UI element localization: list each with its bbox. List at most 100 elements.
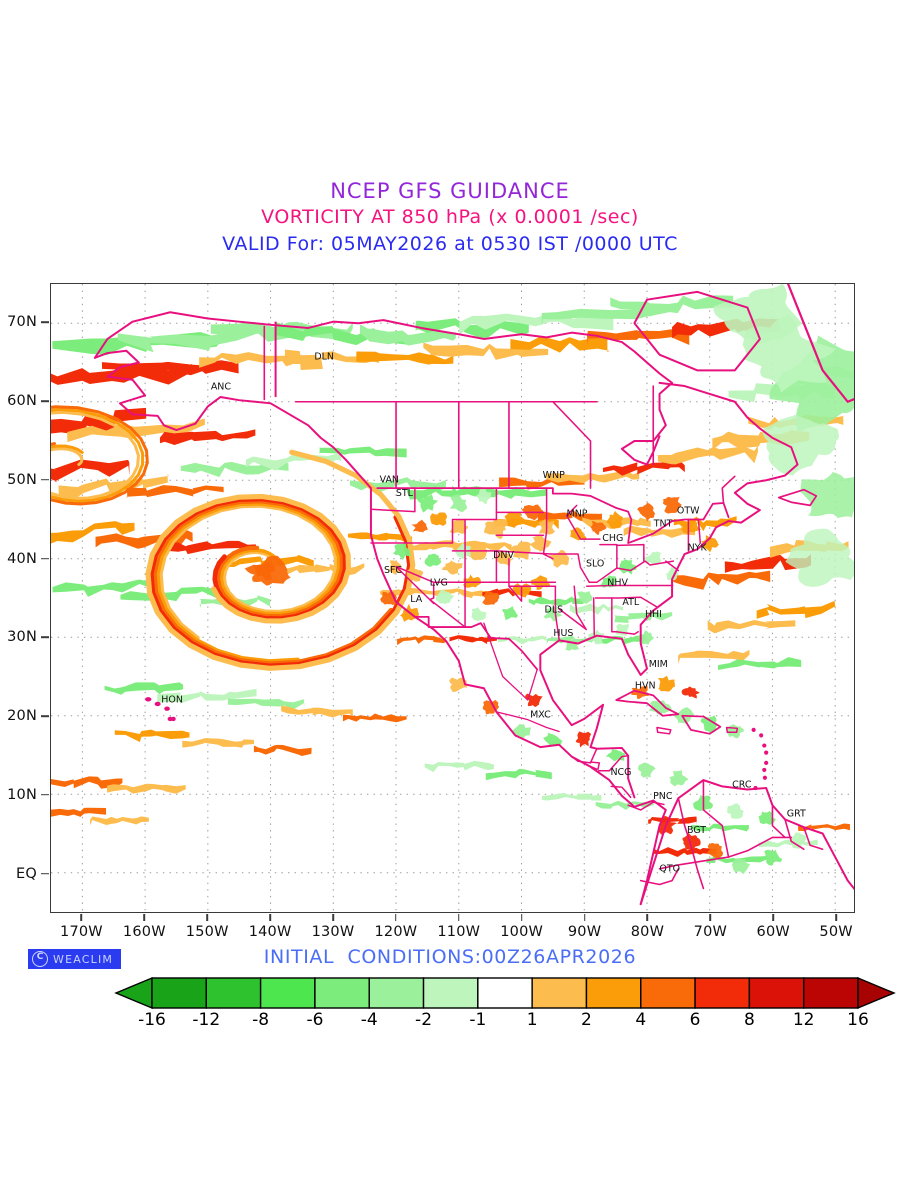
y-tick-label: 40N <box>7 550 37 567</box>
copyright-circle-icon: C <box>32 951 48 967</box>
colorbar-tick-labels: -16 -12 -8 -6 -4 -2 -1 1 2 4 6 8 12 16 <box>110 1010 900 1040</box>
x-tick-label: 150W <box>185 924 229 940</box>
city-label-chg: CHG <box>602 533 623 544</box>
x-tick-mark <box>457 914 460 921</box>
initial-conditions-caption: INITIAL CONDITIONS:00Z26APR2026 <box>263 946 637 968</box>
city-label-hvn: HVN <box>635 680 656 691</box>
colorbar-tick: -16 <box>138 1010 166 1030</box>
city-label-otw: OTW <box>677 505 700 516</box>
y-tick-mark <box>41 636 49 639</box>
city-label-lvg: LVG <box>430 578 448 589</box>
city-label-mnp: MNP <box>567 509 588 520</box>
x-tick-label: 100W <box>500 924 544 940</box>
y-tick-mark <box>41 557 49 560</box>
title-valid-time: VALID For: 05MAY2026 at 0530 IST /0000 U… <box>222 233 678 255</box>
x-tick-mark <box>709 914 712 921</box>
weaclim-badge[interactable]: C WEACLIM <box>28 949 122 969</box>
colorbar-tick: -8 <box>252 1010 270 1030</box>
city-label-ncg: NCG <box>610 767 631 778</box>
y-tick-label: EQ <box>16 865 37 882</box>
colorbar-tick: 6 <box>689 1010 701 1030</box>
x-tick-mark <box>80 914 83 921</box>
x-tick-mark <box>646 914 649 921</box>
y-tick-mark <box>41 321 49 324</box>
weaclim-label: WEACLIM <box>53 952 114 966</box>
y-tick-mark <box>41 479 49 481</box>
city-label-qto: QTO <box>659 863 680 874</box>
colorbar-tick: 1 <box>526 1010 538 1030</box>
map-plot-area[interactable]: ANC DLN VAN STL WNP MNP SFC LVG LA DNV CHG SLO TNT OT… <box>50 283 855 913</box>
colorbar-tick: 12 <box>792 1010 815 1030</box>
colorbar-tick: 2 <box>581 1010 592 1030</box>
x-tick-mark <box>269 914 271 921</box>
colorbar-tick: -2 <box>415 1010 433 1030</box>
x-tick-mark <box>332 914 334 921</box>
page-title: NCEP GFS GUIDANCE <box>330 179 570 203</box>
y-tick-label: 70N <box>7 314 37 331</box>
city-label-hon: HON <box>161 695 183 706</box>
x-tick-label: 170W <box>60 924 103 940</box>
x-tick-label: 90W <box>567 924 602 940</box>
y-tick-label: 30N <box>7 629 37 646</box>
city-label-hhi: HHI <box>645 609 662 620</box>
x-tick-mark <box>772 914 775 921</box>
x-tick-mark <box>520 914 523 921</box>
city-label-sfc: SFC <box>384 565 402 576</box>
x-tick-mark <box>583 914 586 921</box>
city-label-dls: DLS <box>545 604 564 615</box>
city-label-mim: MIM <box>649 659 668 670</box>
colorbar-tick: -1 <box>469 1010 487 1030</box>
city-label-stl: STL <box>396 488 414 499</box>
x-tick-label: 80W <box>630 924 665 940</box>
city-label-bgt: BGT <box>687 825 706 836</box>
y-tick-mark <box>41 400 49 402</box>
x-tick-mark <box>143 914 146 921</box>
x-tick-mark <box>206 914 209 921</box>
y-tick-mark <box>41 715 49 717</box>
city-label-slo: SLO <box>586 559 604 570</box>
city-label-dln: DLN <box>314 352 334 363</box>
city-label-atl: ATL <box>622 597 640 608</box>
city-label-nyk: NYK <box>688 542 708 553</box>
x-tick-label: 140W <box>248 924 292 940</box>
city-label-pnc: PNC <box>653 791 673 802</box>
city-label-la: LA <box>410 594 422 605</box>
y-tick-mark <box>41 794 49 796</box>
y-tick-mark <box>41 872 49 875</box>
x-tick-label: 60W <box>756 924 790 940</box>
colorbar-swatches[interactable] <box>110 976 900 1010</box>
colorbar[interactable]: -16 -12 -8 -6 -4 -2 -1 1 2 4 6 8 12 16 <box>110 976 900 1040</box>
y-tick-label: 10N <box>7 786 37 803</box>
x-tick-label: 50W <box>819 924 853 940</box>
x-tick-mark <box>835 914 837 921</box>
city-label-nhv: NHV <box>607 578 628 589</box>
vorticity-field: ANC DLN VAN STL WNP MNP SFC LVG LA DNV CHG SLO TNT OT… <box>51 284 854 906</box>
city-label-tnt: TNT <box>653 519 673 530</box>
title-block: NCEP GFS GUIDANCE VORTICITY AT 850 hPa (… <box>0 178 900 258</box>
x-tick-label: 160W <box>122 924 166 940</box>
city-label-grt: GRT <box>787 808 806 819</box>
colorbar-tick: -4 <box>360 1010 378 1030</box>
x-tick-label: 70W <box>693 924 728 940</box>
colorbar-tick: -12 <box>192 1010 221 1030</box>
colorbar-tick: 8 <box>743 1010 755 1030</box>
city-label-van: VAN <box>380 475 399 486</box>
title-variable: VORTICITY AT 850 hPa (x 0.0001 /sec) <box>261 206 639 228</box>
y-tick-label: 20N <box>7 708 37 725</box>
x-tick-label: 130W <box>311 924 355 940</box>
city-label-mxc: MXC <box>530 709 551 720</box>
x-tick-mark <box>395 914 397 921</box>
colorbar-tick: 16 <box>847 1010 869 1030</box>
y-tick-label: 50N <box>7 471 37 488</box>
colorbar-tick: 4 <box>635 1010 647 1030</box>
y-tick-label: 60N <box>7 393 37 410</box>
x-tick-label: 120W <box>374 924 418 940</box>
x-tick-label: 110W <box>437 924 481 940</box>
city-label-anc: ANC <box>211 381 232 392</box>
city-label-hus: HUS <box>553 628 573 639</box>
city-label-wnp: WNP <box>543 470 565 481</box>
colorbar-tick: -6 <box>306 1010 324 1030</box>
city-label-dnv: DNV <box>493 550 514 561</box>
city-label-crc: CRC <box>732 779 752 790</box>
